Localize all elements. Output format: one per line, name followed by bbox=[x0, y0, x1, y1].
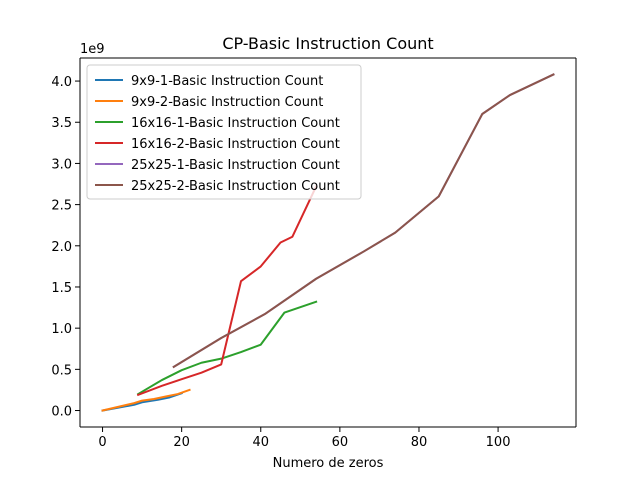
legend-label: 25x25-1-Basic Instruction Count bbox=[131, 158, 340, 173]
series-line-6 bbox=[172, 73, 555, 369]
legend-label: 9x9-1-Basic Instruction Count bbox=[131, 74, 323, 89]
y-tick-label: 0.5 bbox=[51, 363, 72, 378]
y-axis-offset-text: 1e9 bbox=[80, 42, 105, 57]
legend-label: 25x25-2-Basic Instruction Count bbox=[131, 179, 340, 194]
series-line-3 bbox=[136, 300, 318, 396]
x-tick-label: 60 bbox=[332, 435, 349, 450]
series-line-1 bbox=[101, 391, 183, 412]
x-tick-label: 100 bbox=[486, 435, 511, 450]
y-tick-label: 2.0 bbox=[51, 240, 72, 255]
axes: 0 20 40 60 80 100 0.0 0.5 1.0 1.5 2.0 2.5 3.0 3.5 4.0 bbox=[51, 57, 577, 450]
legend-label: 9x9-2-Basic Instruction Count bbox=[131, 95, 323, 110]
y-tick-label: 2.5 bbox=[51, 199, 72, 214]
y-tick-label: 1.0 bbox=[51, 322, 72, 337]
legend: 9x9-1-Basic Instruction Count 9x9-2-Basic… bbox=[86, 64, 362, 200]
series-line-2 bbox=[101, 388, 191, 412]
y-tick-label: 0.0 bbox=[51, 405, 72, 420]
x-tick-label: 40 bbox=[252, 435, 269, 450]
y-tick-label: 4.0 bbox=[51, 75, 72, 90]
series-line-4 bbox=[136, 185, 318, 397]
y-tick-label: 1.5 bbox=[51, 281, 72, 296]
series-lines bbox=[101, 73, 555, 412]
legend-label: 16x16-2-Basic Instruction Count bbox=[131, 137, 340, 152]
chart-title: CP-Basic Instruction Count bbox=[222, 34, 433, 53]
x-axis-title: Numero de zeros bbox=[273, 456, 384, 471]
legend-label: 16x16-1-Basic Instruction Count bbox=[131, 116, 340, 131]
y-tick-label: 3.0 bbox=[51, 157, 72, 172]
x-tick-label: 20 bbox=[173, 435, 190, 450]
x-tick-label: 80 bbox=[411, 435, 428, 450]
x-tick-label: 0 bbox=[98, 435, 106, 450]
y-tick-label: 3.5 bbox=[51, 116, 72, 131]
legend-box bbox=[86, 64, 362, 200]
